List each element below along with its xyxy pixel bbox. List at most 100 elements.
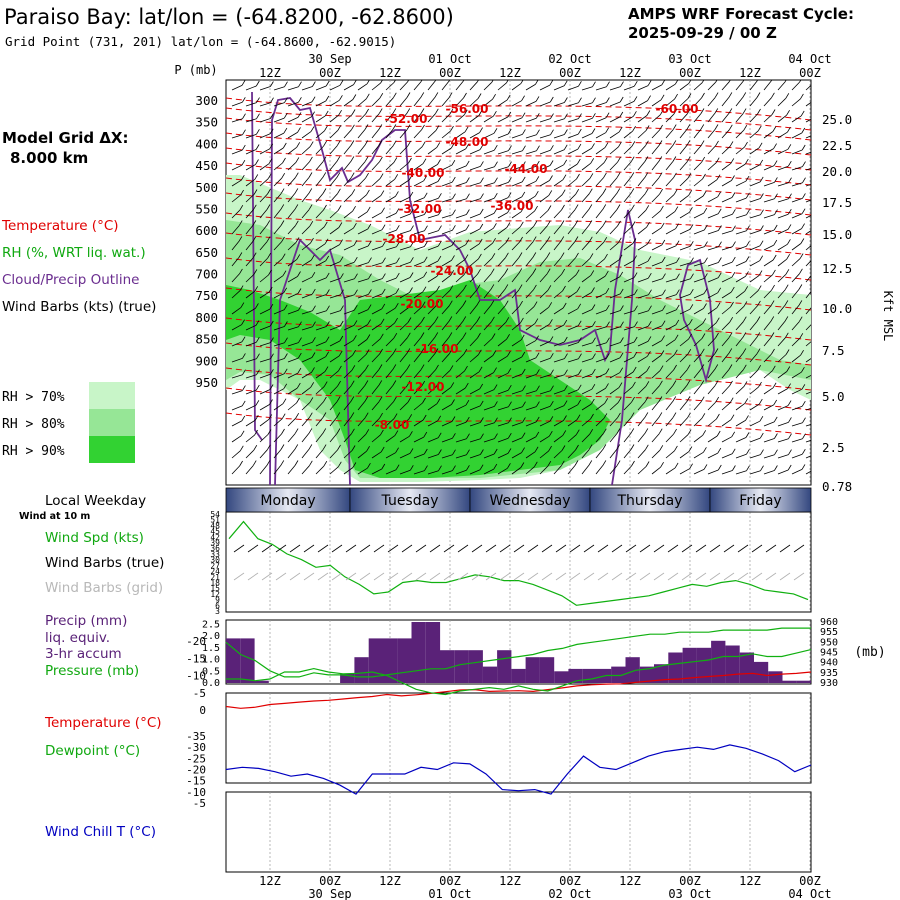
wind-barb [763, 404, 774, 411]
wind-barb-flag [618, 126, 623, 133]
wind-barb [679, 161, 688, 171]
wind-barb-flag [368, 289, 372, 295]
wind-barb [665, 354, 675, 363]
wind-barb-grid [681, 572, 693, 581]
wind-barb-flag [253, 189, 258, 195]
wind-barb [287, 259, 298, 267]
wind-barb [497, 273, 506, 283]
isotherm [226, 257, 811, 281]
wind-barb-flag [424, 241, 428, 247]
wind-barb-flag [378, 140, 383, 146]
wind-barb [469, 258, 479, 267]
top-time-tick: 00Z [439, 66, 461, 80]
wind-barb [623, 277, 635, 283]
wind-barb [385, 196, 396, 203]
wind-barb [721, 470, 733, 475]
wind-barb [707, 353, 716, 363]
wind-barb-flag [689, 207, 693, 213]
wind-barb [525, 406, 537, 411]
wind-barb-flag [577, 384, 582, 391]
wind-barb-flag [270, 337, 274, 343]
wind-barb-flag [480, 161, 484, 167]
wind-barb-flag [519, 300, 523, 307]
wind-barb [399, 162, 409, 171]
wind-barb [623, 193, 632, 203]
wind-barb-flag [434, 80, 437, 82]
wind-barb-flag [603, 413, 608, 419]
wind-barb-flag [817, 402, 820, 407]
wind-barb-flag [463, 92, 467, 99]
isotherm-label: -36.00 [491, 199, 534, 213]
wind-barb-flag [703, 207, 708, 214]
wind-barb-flag [351, 124, 355, 131]
wind-barb [483, 355, 494, 363]
wind-barb-flag [673, 428, 677, 435]
wind-barb [301, 101, 313, 107]
wind-barb [693, 293, 705, 299]
wind-barb [511, 373, 523, 379]
wind-barb-flag [462, 332, 467, 338]
wind-barb-flag [451, 399, 455, 405]
wind-barb [525, 289, 534, 299]
wind-barb [483, 422, 495, 427]
precip-tick: 0.0 [202, 678, 220, 689]
wind-barb [329, 99, 340, 107]
wind-barb [231, 164, 243, 171]
wind-barb [357, 401, 366, 411]
wind-barb-flag [620, 337, 624, 343]
wind-barb-flag [633, 336, 638, 343]
wind-barb [581, 433, 590, 443]
wind-barb-flag [786, 366, 791, 372]
wind-barb [469, 405, 481, 411]
wind-barb [231, 149, 243, 155]
wind-barb-flag [645, 205, 650, 211]
wind-barb [707, 145, 716, 155]
wind-barb [399, 292, 410, 299]
wind-barb [721, 369, 730, 379]
wind-barb [315, 294, 327, 299]
wind-barb [777, 198, 789, 203]
isotherm-label: -52.00 [385, 112, 428, 126]
wind-barb-flag [563, 144, 568, 151]
wind-barb-flag [364, 124, 369, 130]
wind-barb-flag [435, 300, 440, 307]
windchill-panel-frame [225, 791, 812, 873]
wind-barb [791, 438, 803, 443]
wind-barb-flag [336, 428, 341, 434]
wind-barb [581, 193, 590, 203]
wind-barb [427, 420, 438, 427]
wind-barb [469, 228, 480, 235]
wind-barb-flag [672, 156, 677, 162]
wind-barb [665, 467, 676, 475]
wind-barb [651, 244, 662, 251]
wind-barb [567, 419, 578, 427]
wind-barb-flag [350, 380, 355, 386]
wind-barb-flag [252, 220, 257, 226]
weekday-label: Wednesday [489, 493, 570, 509]
wind-barb [749, 245, 761, 251]
wind-barb [777, 422, 789, 427]
wind-barb-flag [786, 253, 791, 260]
wind-barb [483, 453, 495, 459]
wind-barb-flag [742, 364, 747, 371]
wind-barb [651, 401, 660, 411]
wind-barb [497, 453, 509, 459]
windspd-tick: 42 [210, 533, 220, 542]
wind-barb [707, 262, 719, 267]
wind-barb-flag [337, 188, 341, 195]
wind-barb-flag [620, 321, 624, 327]
wind-barb [721, 230, 733, 235]
precip-bar [254, 680, 269, 683]
wind-barb-flag [367, 462, 371, 469]
wind-barb-grid [401, 572, 413, 581]
wind-barb-flag [715, 157, 720, 163]
wind-barb [721, 146, 731, 155]
wind-barb-flag [686, 156, 691, 162]
top-time-tick: 00Z [559, 66, 581, 80]
wind-barb-flag [480, 417, 484, 423]
wind-barb [469, 198, 481, 203]
wind-barb [637, 310, 649, 315]
wind-barb [259, 325, 271, 331]
wind-barb [273, 358, 285, 363]
wind-barb-flag [644, 188, 649, 194]
